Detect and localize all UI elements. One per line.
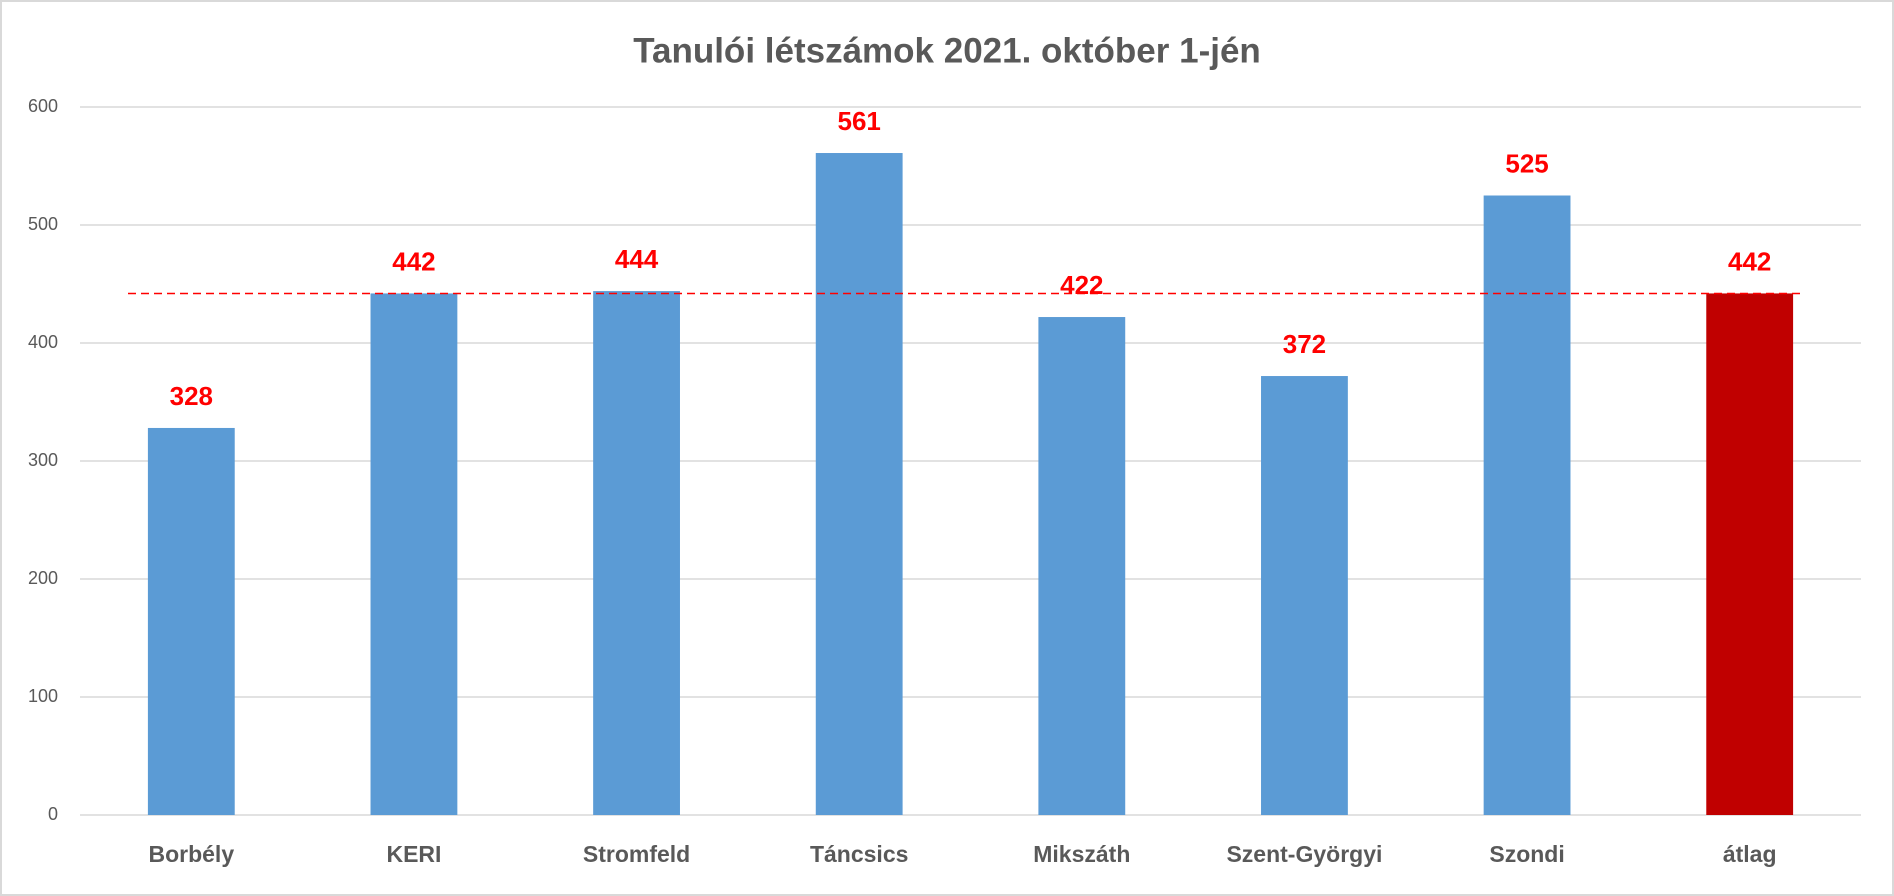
bar: [815, 153, 903, 815]
data-label: 442: [392, 246, 435, 276]
x-tick-label: Stromfeld: [583, 841, 690, 867]
x-tick-label: átlag: [1723, 841, 1777, 867]
bar: [1483, 195, 1571, 815]
data-label: 328: [170, 381, 213, 411]
y-tick-label: 600: [28, 96, 58, 116]
chart-title: Tanulói létszámok 2021. október 1-jén: [633, 31, 1261, 70]
bar: [1038, 317, 1126, 815]
data-label: 561: [837, 106, 880, 136]
data-label: 372: [1283, 329, 1326, 359]
data-label: 525: [1505, 148, 1548, 178]
x-tick-label: Szent-Györgyi: [1226, 841, 1382, 867]
data-label: 422: [1060, 270, 1103, 300]
bar: [593, 291, 680, 816]
x-tick-label: Szondi: [1489, 841, 1564, 867]
x-tick-label: KERI: [386, 841, 441, 867]
bar: [370, 293, 458, 815]
data-label: 442: [1728, 246, 1771, 276]
y-tick-label: 300: [28, 450, 58, 470]
y-tick-label: 100: [28, 686, 58, 706]
x-tick-label: Mikszáth: [1033, 841, 1130, 867]
y-tick-label: 0: [48, 804, 58, 824]
data-label: 444: [615, 244, 659, 274]
y-tick-label: 200: [28, 568, 58, 588]
x-tick-label: Borbély: [148, 841, 234, 867]
bar: [1706, 293, 1794, 815]
y-tick-label: 400: [28, 332, 58, 352]
bar: [1261, 376, 1348, 815]
bar: [147, 427, 235, 815]
y-tick-label: 500: [28, 214, 58, 234]
x-tick-label: Táncsics: [810, 841, 908, 867]
